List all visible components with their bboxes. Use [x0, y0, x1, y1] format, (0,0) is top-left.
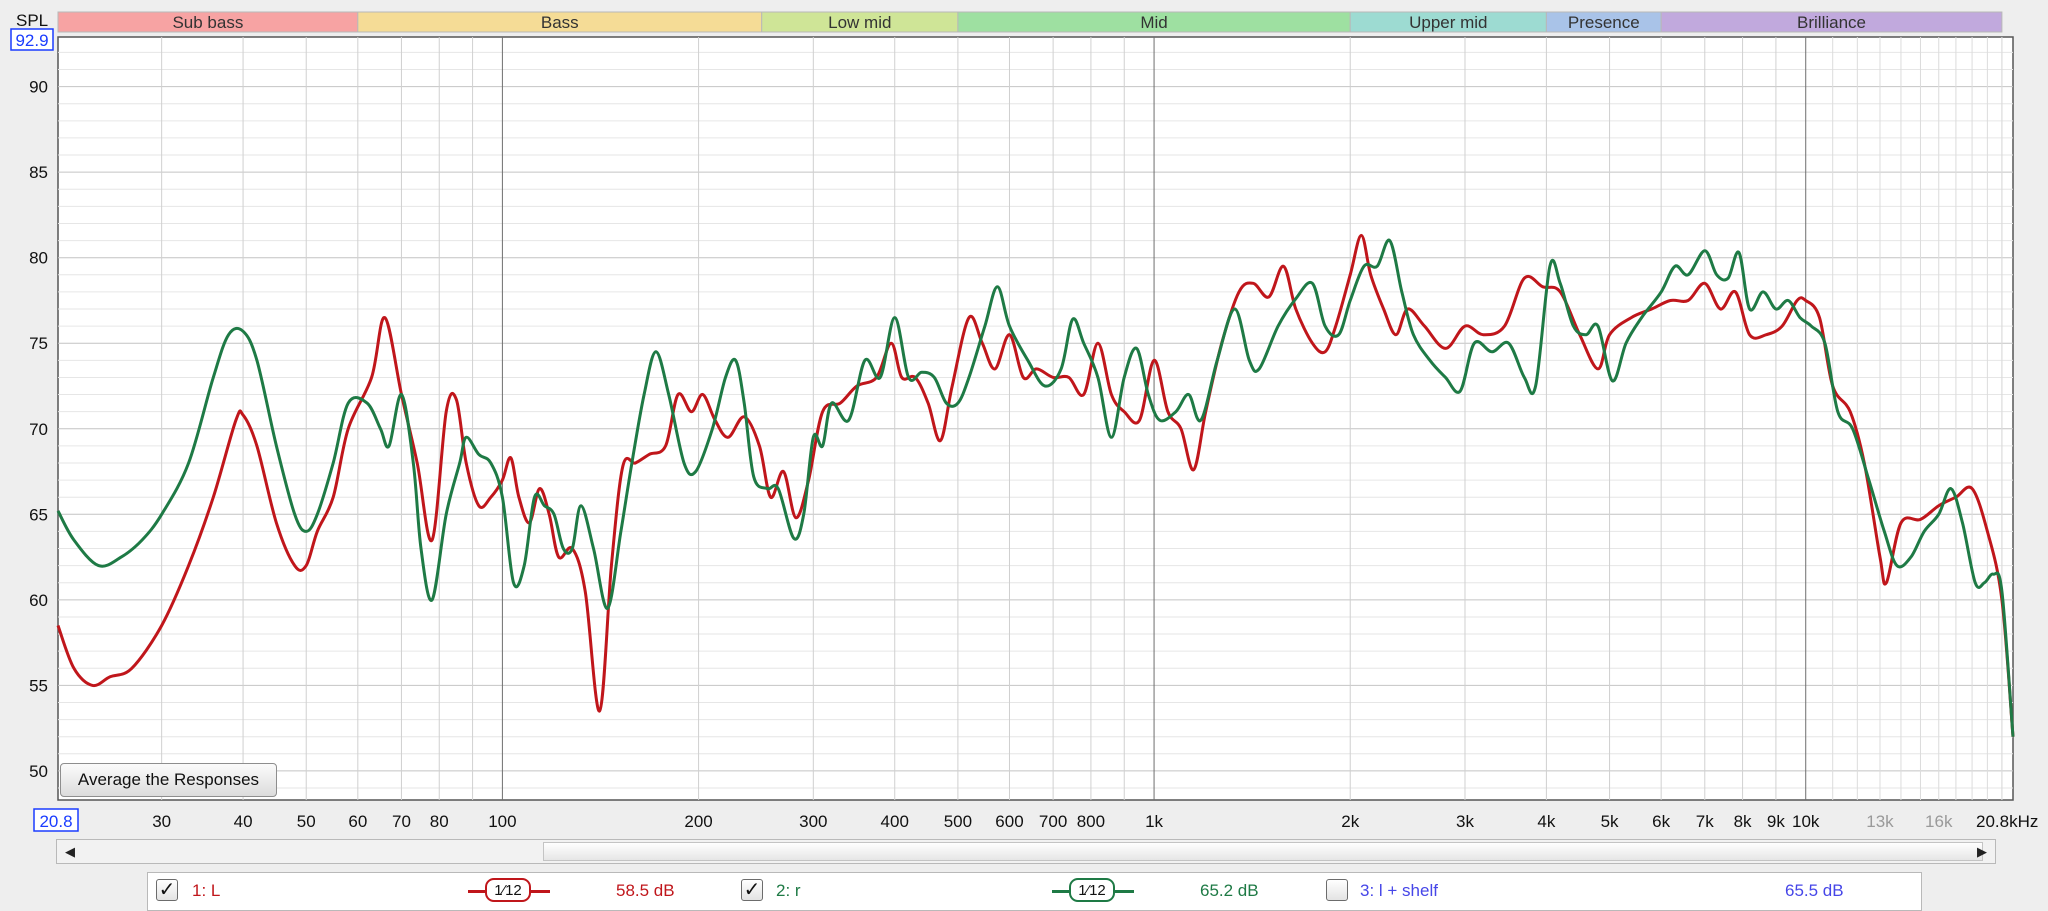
x-start-value: 20.8	[39, 812, 72, 831]
band-label-bass: Bass	[541, 13, 579, 32]
x-tick-label: 400	[881, 812, 909, 831]
x-tick-label: 300	[799, 812, 827, 831]
x-tick-label: 50	[297, 812, 316, 831]
x-tick-label: 500	[944, 812, 972, 831]
band-label-mid: Mid	[1140, 13, 1167, 32]
smoothing-indicator-l[interactable]: 1⁄12	[468, 877, 550, 905]
x-tick-label: 800	[1077, 812, 1105, 831]
y-tick-label: 65	[29, 505, 48, 524]
band-label-sub-bass: Sub bass	[172, 13, 243, 32]
y-tick-label: 70	[29, 420, 48, 439]
band-brilliance	[1660, 11, 2003, 33]
x-tick-label: 60	[348, 812, 367, 831]
band-label-presence: Presence	[1568, 13, 1640, 32]
check-icon: ✓	[743, 879, 761, 901]
x-axis-labels: 30 40 50 60 70 80 100 200 300 400 500 600 700 800 1k 2k…	[152, 812, 1953, 831]
x-tick-label: 5k	[1601, 812, 1619, 831]
average-responses-button[interactable]: Average the Responses	[60, 763, 277, 797]
band-label-brilliance: Brilliance	[1797, 13, 1866, 32]
y-top-value: 92.9	[15, 31, 48, 50]
y-tick-label: 90	[29, 78, 48, 97]
y-tick-label: 85	[29, 163, 48, 182]
x-end-value: 20.8kHz	[1976, 812, 2038, 831]
arrow-left-icon[interactable]: ◀	[65, 843, 75, 859]
x-tick-label: 40	[234, 812, 253, 831]
legend-label-l-shelf: 3: l + shelf	[1360, 881, 1438, 900]
y-tick-label: 75	[29, 334, 48, 353]
y-tick-label: 80	[29, 249, 48, 268]
smoothing-indicator-r[interactable]: 1⁄12	[1052, 877, 1134, 905]
horizontal-scrollbar[interactable]: ◀ ▶	[56, 839, 1996, 864]
x-tick-label: 4k	[1537, 812, 1555, 831]
legend-label-l: 1: L	[192, 881, 221, 900]
x-tick-label: 70	[392, 812, 411, 831]
legend-level-l: 58.5 dB	[616, 881, 675, 900]
band-label-low-mid: Low mid	[828, 13, 891, 32]
y-axis-labels: 50 55 60 65 70 75 80 85 90	[29, 78, 48, 781]
frequency-bands: Sub bass Bass Low mid Mid Upper mid Presence B…	[57, 11, 2003, 33]
legend-checkbox-l[interactable]: ✓	[156, 879, 178, 901]
y-tick-label: 60	[29, 591, 48, 610]
legend-checkbox-r[interactable]: ✓	[741, 879, 763, 901]
scroll-thumb[interactable]	[543, 842, 1983, 861]
response-curves	[56, 233, 2015, 737]
x-tick-label: 7k	[1696, 812, 1714, 831]
plot-area[interactable]	[57, 36, 2014, 801]
x-tick-label: 100	[488, 812, 516, 831]
y-top-value-box[interactable]	[10, 28, 54, 51]
x-tick-label: 16k	[1925, 812, 1953, 831]
x-tick-label: 2k	[1341, 812, 1359, 831]
x-tick-label: 9k	[1767, 812, 1785, 831]
legend-level-l-shelf: 65.5 dB	[1785, 881, 1844, 900]
x-tick-label: 30	[152, 812, 171, 831]
measurement-legend: ✓ 1: L 1⁄12 58.5 dB ✓ 2: r 1⁄12 65.2 dB …	[147, 872, 1922, 911]
x-tick-label: 6k	[1652, 812, 1670, 831]
y-axis-title: SPL	[16, 11, 48, 30]
x-tick-label: 600	[995, 812, 1023, 831]
x-tick-label: 13k	[1866, 812, 1894, 831]
y-tick-label: 55	[29, 676, 48, 695]
x-tick-label: 3k	[1456, 812, 1474, 831]
series-line-2	[56, 238, 2015, 737]
legend-label-r: 2: r	[776, 881, 801, 900]
x-tick-label: 8k	[1734, 812, 1752, 831]
legend-level-r: 65.2 dB	[1200, 881, 1259, 900]
band-label-upper-mid: Upper mid	[1409, 13, 1487, 32]
legend-checkbox-l-shelf[interactable]	[1326, 879, 1348, 901]
series-line-1	[56, 233, 2015, 737]
x-start-value-box[interactable]	[33, 808, 79, 832]
y-tick-label: 50	[29, 762, 48, 781]
grid-lines	[58, 37, 2013, 800]
x-tick-label: 1k	[1145, 812, 1163, 831]
arrow-right-icon[interactable]: ▶	[1977, 843, 1987, 859]
x-tick-label: 80	[430, 812, 449, 831]
check-icon: ✓	[158, 879, 176, 901]
frequency-response-chart[interactable]: Sub bass Bass Low mid Mid Upper mid Presence B…	[0, 0, 2048, 840]
x-tick-label: 700	[1039, 812, 1067, 831]
x-tick-label: 10k	[1792, 812, 1820, 831]
x-tick-label: 200	[684, 812, 712, 831]
